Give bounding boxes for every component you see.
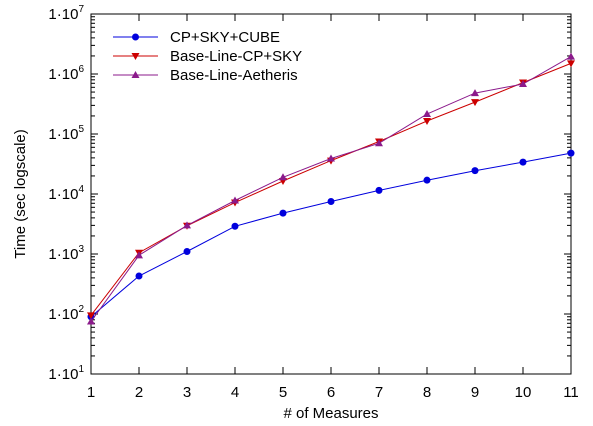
series-line — [90, 62, 572, 316]
legend-item: Base-Line-CP+SKY — [113, 48, 302, 65]
series-point — [183, 248, 191, 256]
x-axis: 1 2 3 4 5 6 7 8 9 10 11 — [87, 14, 579, 401]
series-point — [375, 139, 383, 147]
y-tick-label: 1·102 — [48, 304, 84, 323]
y-tick-label: 1·104 — [48, 184, 84, 203]
x-tick-label: 8 — [423, 384, 431, 401]
series-point — [135, 251, 143, 259]
y-axis-label: Time (sec logscale) — [12, 129, 29, 258]
series-point — [87, 312, 95, 320]
x-tick-label: 9 — [471, 384, 479, 401]
series-point — [327, 197, 335, 205]
series-1 — [87, 149, 575, 321]
series-point — [327, 154, 335, 162]
y-tick-label: 1·107 — [48, 4, 84, 23]
series-point — [231, 196, 239, 204]
legend-marker — [131, 71, 140, 78]
x-tick-label: 3 — [183, 384, 191, 401]
series-layer — [87, 52, 575, 325]
series-point — [567, 149, 575, 157]
series-point — [519, 158, 527, 166]
series-3 — [87, 52, 575, 325]
series-point — [279, 209, 287, 217]
x-tick-label: 6 — [327, 384, 335, 401]
legend-item: Base-Line-Aetheris — [113, 67, 298, 84]
legend: CP+SKY+CUBE Base-Line-CP+SKY Base-Line-Aet… — [113, 29, 302, 84]
y-tick-label: 1·103 — [48, 244, 84, 263]
y-axis: 1·101 1·102 1·103 1·104 1·105 1·106 1·107 — [48, 4, 571, 383]
legend-item: CP+SKY+CUBE — [113, 29, 280, 46]
y-tick-label: 1·106 — [48, 64, 84, 83]
x-tick-label: 1 — [87, 384, 95, 401]
series-point — [471, 89, 479, 97]
series-point — [423, 176, 431, 184]
series-point — [471, 99, 479, 107]
series-line — [90, 56, 572, 322]
x-tick-label: 5 — [279, 384, 287, 401]
plot-frame — [90, 13, 572, 375]
series-point — [567, 52, 575, 60]
x-tick-label: 11 — [563, 384, 579, 401]
legend-marker — [132, 33, 139, 41]
x-tick-label: 4 — [231, 384, 239, 401]
series-point — [567, 60, 575, 68]
y-tick-label: 1·105 — [48, 124, 84, 143]
series-point — [279, 173, 287, 181]
legend-label: Base-Line-Aetheris — [170, 67, 298, 84]
legend-marker — [131, 53, 140, 60]
legend-label: CP+SKY+CUBE — [170, 29, 280, 46]
y-tick-label: 1·101 — [48, 364, 84, 383]
x-axis-label: # of Measures — [283, 405, 378, 422]
series-2 — [87, 60, 575, 320]
series-point — [231, 222, 239, 230]
x-tick-label: 7 — [375, 384, 383, 401]
series-point — [183, 221, 191, 229]
series-point — [423, 110, 431, 118]
series-point — [519, 80, 527, 88]
legend-label: Base-Line-CP+SKY — [170, 48, 302, 65]
series-point — [471, 167, 479, 175]
series-point — [87, 317, 95, 325]
series-point — [135, 272, 143, 280]
series-point — [423, 117, 431, 125]
x-tick-label: 2 — [135, 384, 143, 401]
series-line — [90, 152, 572, 318]
x-tick-label: 10 — [515, 384, 532, 401]
series-point — [375, 186, 383, 194]
